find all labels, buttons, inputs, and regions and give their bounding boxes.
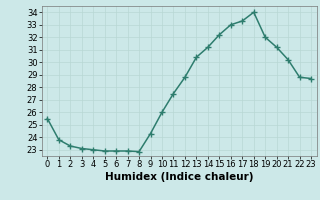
X-axis label: Humidex (Indice chaleur): Humidex (Indice chaleur) <box>105 172 253 182</box>
